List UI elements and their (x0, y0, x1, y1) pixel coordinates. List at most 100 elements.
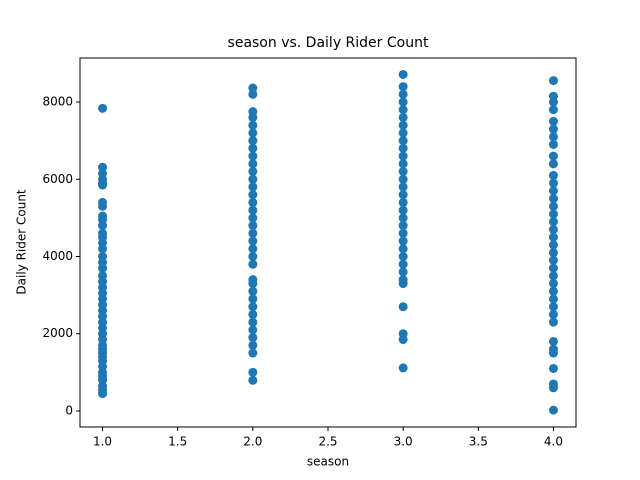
point (548, 348, 558, 358)
y-tick-label: 8000 (42, 95, 73, 109)
point (248, 205, 258, 215)
point (398, 136, 408, 146)
point (548, 116, 558, 126)
point (548, 317, 558, 327)
point (248, 259, 258, 269)
point (398, 143, 408, 153)
point (548, 271, 558, 281)
point (248, 333, 258, 343)
point (248, 367, 258, 377)
plot-frame (79, 57, 577, 428)
chart-title: season vs. Daily Rider Count (228, 35, 429, 51)
point (548, 309, 558, 319)
point (548, 336, 558, 346)
point (548, 201, 558, 211)
point (548, 224, 558, 234)
point (248, 89, 258, 99)
point (548, 76, 558, 86)
point (548, 178, 558, 188)
point (548, 255, 558, 265)
point (248, 167, 258, 177)
x-tick-label: 1.0 (93, 435, 112, 449)
point (398, 335, 408, 345)
point (548, 286, 558, 296)
point (398, 236, 408, 246)
point (248, 325, 258, 335)
point (248, 294, 258, 304)
point (398, 221, 408, 231)
point (248, 348, 258, 358)
point (398, 197, 408, 207)
point (548, 383, 558, 393)
point (548, 159, 558, 169)
point (548, 194, 558, 204)
point (248, 340, 258, 350)
point (398, 128, 408, 138)
point (398, 167, 408, 177)
x-axis-label: season (307, 455, 349, 469)
point (548, 209, 558, 219)
point (398, 213, 408, 223)
point (548, 248, 558, 258)
point (548, 170, 558, 180)
point (548, 294, 558, 304)
point (248, 244, 258, 254)
point (98, 162, 108, 172)
point (248, 83, 258, 93)
point (248, 213, 258, 223)
point (248, 190, 258, 200)
y-tick-label: 0 (65, 403, 73, 417)
point (248, 197, 258, 207)
point (548, 105, 558, 115)
x-tick-label: 3.5 (469, 435, 488, 449)
point (98, 103, 108, 113)
point (398, 105, 408, 115)
point (548, 405, 558, 415)
point (98, 221, 108, 231)
point (398, 97, 408, 107)
point (398, 120, 408, 130)
point (248, 309, 258, 319)
y-tick-label: 2000 (42, 326, 73, 340)
point (548, 151, 558, 161)
point (398, 174, 408, 184)
point (398, 279, 408, 289)
point (248, 221, 258, 231)
x-tick-label: 2.5 (318, 435, 337, 449)
point (548, 140, 558, 150)
point (548, 363, 558, 373)
point (548, 186, 558, 196)
point (248, 286, 258, 296)
x-tick-label: 2.0 (243, 435, 262, 449)
point (248, 375, 258, 385)
point (248, 228, 258, 238)
point (248, 112, 258, 122)
point (398, 228, 408, 238)
point (398, 259, 408, 269)
point (98, 180, 108, 190)
point (398, 69, 408, 79)
x-tick-label: 3.0 (394, 435, 413, 449)
point (248, 143, 258, 153)
point (398, 112, 408, 122)
y-tick-label: 6000 (42, 172, 73, 186)
x-tick-label: 1.5 (168, 435, 187, 449)
point (398, 267, 408, 277)
point (398, 302, 408, 312)
point (548, 279, 558, 289)
point (398, 89, 408, 99)
point (398, 205, 408, 215)
point (98, 244, 108, 254)
point (398, 82, 408, 92)
point (248, 151, 258, 161)
point (548, 132, 558, 142)
point (248, 317, 258, 327)
point (548, 124, 558, 134)
point (398, 151, 408, 161)
point (548, 232, 558, 242)
point (398, 182, 408, 192)
point (248, 182, 258, 192)
point (548, 217, 558, 227)
point (398, 363, 408, 373)
